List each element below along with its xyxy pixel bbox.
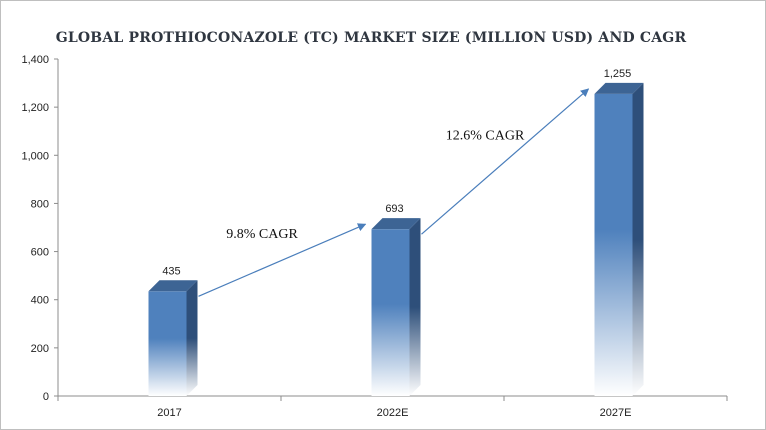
x-tick-label: 2022E xyxy=(377,407,409,419)
x-tick-label: 2017 xyxy=(157,407,181,419)
cagr-label: 12.6% CAGR xyxy=(446,129,525,144)
data-label: 1,255 xyxy=(604,68,632,80)
bar-2027E xyxy=(594,82,644,397)
chart-title: GLOBAL PROTHIOCONAZOLE (TC) MARKET SIZE … xyxy=(55,30,687,46)
y-tick-label: 1,000 xyxy=(21,150,49,162)
cagr-arrow xyxy=(421,88,590,235)
bar-2022E xyxy=(371,218,421,396)
bar-front xyxy=(371,229,410,396)
y-tick-label: 1,400 xyxy=(21,54,49,66)
bar-top xyxy=(148,280,198,292)
y-tick-label: 800 xyxy=(31,198,49,210)
data-label: 693 xyxy=(385,203,403,215)
y-tick-label: 200 xyxy=(31,343,49,355)
bar-side xyxy=(186,280,198,396)
cagr-label: 9.8% CAGR xyxy=(226,227,298,242)
bar-2017 xyxy=(148,280,198,396)
y-tick-label: 600 xyxy=(31,247,49,259)
bar-side xyxy=(409,218,421,396)
y-tick-label: 0 xyxy=(43,391,49,403)
bar-front xyxy=(148,291,187,396)
bar-side xyxy=(632,82,644,397)
bar-top xyxy=(594,82,644,94)
bar-front xyxy=(594,93,633,397)
x-tick-label: 2027E xyxy=(600,407,632,419)
y-tick-label: 400 xyxy=(31,295,49,307)
data-label: 435 xyxy=(162,265,180,277)
cagr-arrow xyxy=(198,223,367,297)
y-tick-label: 1,200 xyxy=(21,102,49,114)
bar-top xyxy=(371,218,421,230)
